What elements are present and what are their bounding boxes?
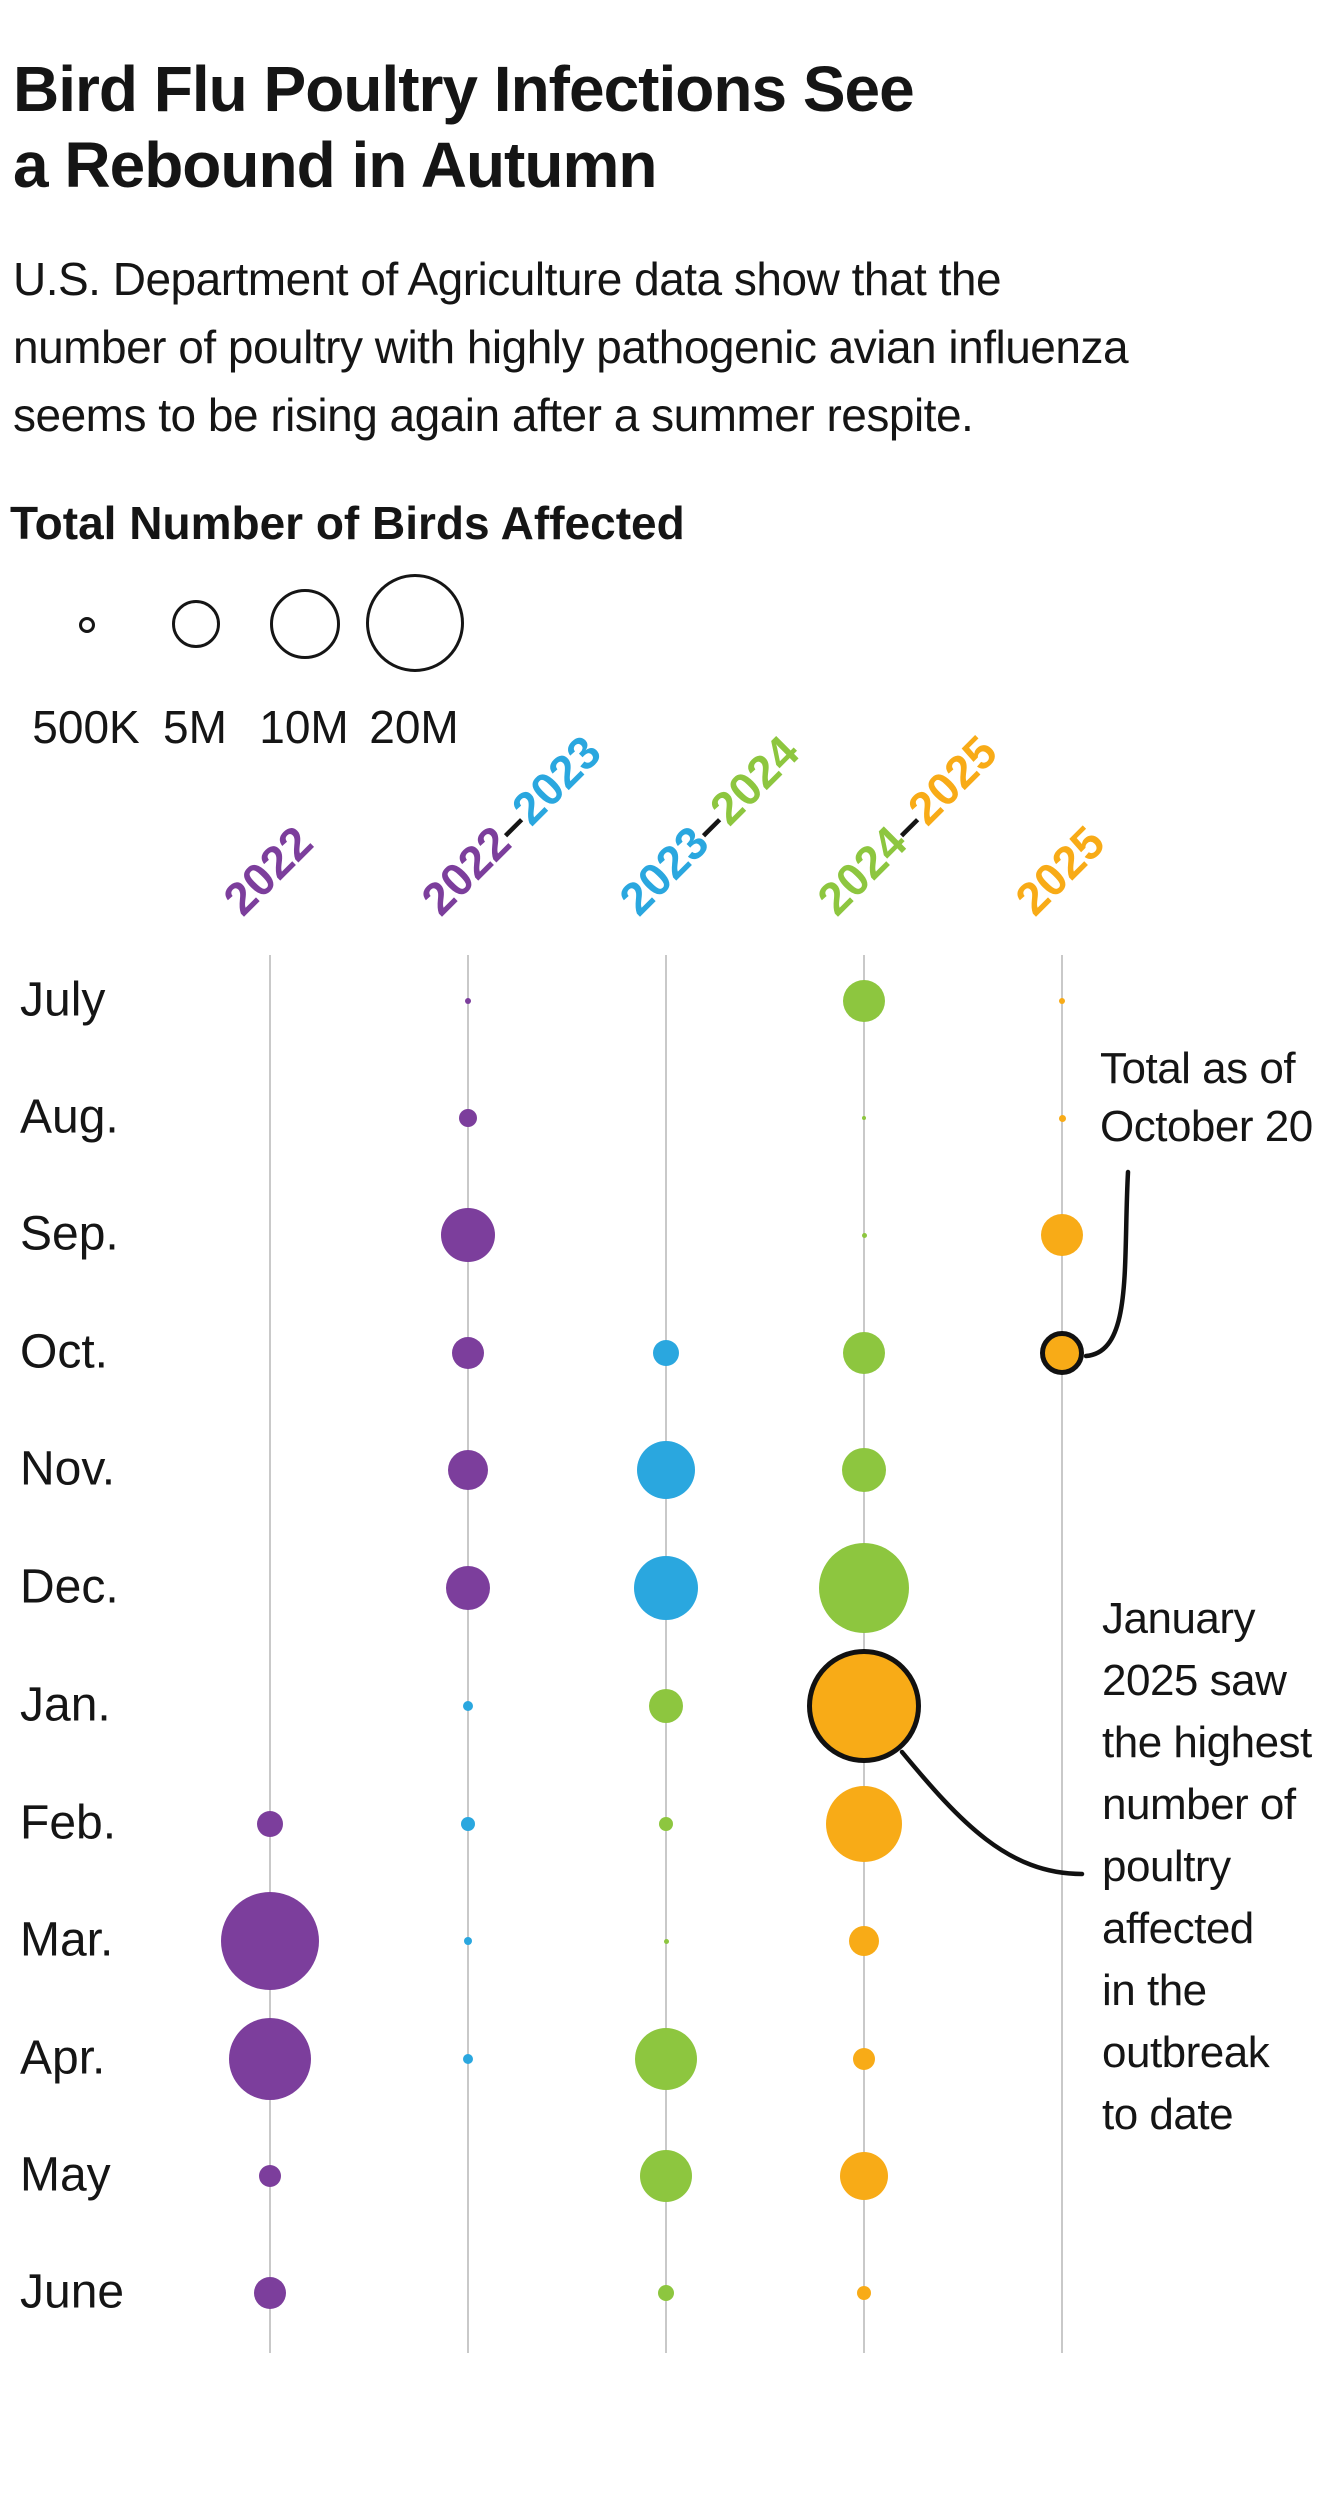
gridline-2022-2023 [467, 955, 469, 2353]
month-label-feb: Feb. [20, 1796, 117, 1850]
total-note-line: October 20 [1100, 1102, 1313, 1151]
bubble-2022-2023-mar [464, 1937, 472, 1945]
jan-note-line: affected [1102, 1904, 1254, 1953]
subtitle-line-2: number of poultry with highly pathogenic… [13, 321, 1129, 373]
jan-note-line: outbreak [1102, 2028, 1270, 2077]
jan-note-line: the highest [1102, 1718, 1312, 1767]
month-label-dec: Dec. [20, 1560, 119, 1614]
gridline-2022 [269, 955, 271, 2353]
month-label-may: May [20, 2148, 111, 2202]
bubble-2023-2024-may [640, 2150, 692, 2202]
season-header-2022: 2022 [213, 816, 322, 925]
page-title-line-2: a Rebound in Autumn [13, 129, 657, 201]
bubble-2023-2024-apr [635, 2028, 697, 2090]
gridline-2023-2024 [665, 955, 667, 2353]
legend-label-20M: 20M [369, 701, 459, 753]
jan-note-connector [899, 1749, 1085, 1877]
legend-label-5M: 5M [163, 701, 227, 753]
bubble-2023-2024-nov [637, 1441, 695, 1499]
month-label-mar: Mar. [20, 1913, 114, 1967]
bubble-2025-aug [1058, 1114, 1066, 1122]
bubble-2022-2023-july [465, 998, 471, 1004]
season-header-2025: 2025 [1005, 816, 1114, 925]
season-header-2022-2023: 2022–2023 [411, 725, 611, 925]
jan-note-line: to date [1102, 2090, 1234, 2139]
bubble-2023-2024-oct [653, 1340, 679, 1366]
bubble-2023-2024-june [658, 2285, 674, 2301]
bubble-2022-2023-oct [452, 1337, 484, 1369]
season-header-part: 2025 [1005, 815, 1115, 925]
legend-title: Total Number of Birds Affected [10, 497, 685, 549]
bubble-2024-2025-oct [843, 1332, 885, 1374]
bubble-2025-july [1059, 998, 1065, 1004]
month-label-july: July [20, 973, 106, 1027]
bubble-2025-oct [1040, 1331, 1084, 1375]
bubble-2024-2025-june [857, 2286, 871, 2300]
bubble-2023-2024-mar [663, 1938, 669, 1944]
bubble-2024-2025-july [843, 980, 885, 1022]
month-label-june: June [20, 2265, 125, 2319]
page-title-line-1: Bird Flu Poultry Infections See [13, 53, 915, 125]
gridline-2025 [1061, 955, 1063, 2353]
jan-note-line: poultry [1102, 1842, 1231, 1891]
bubble-2023-2024-feb [659, 1817, 673, 1831]
bubble-2024-2025-dec [819, 1543, 909, 1633]
legend-label-10M: 10M [259, 701, 349, 753]
total-note-text: Total as of October 20 [1100, 1040, 1313, 1156]
bubble-2022-2023-jan [463, 1701, 473, 1711]
bubble-2022-mar [221, 1892, 319, 1990]
bubble-2022-2023-apr [463, 2054, 473, 2064]
jan-note-line: January [1102, 1594, 1256, 1643]
bubble-2022-may [259, 2165, 281, 2187]
subtitle-line-3: seems to be rising again after a summer … [13, 389, 974, 441]
legend-circle-20M [366, 574, 464, 672]
jan-note-line: 2025 saw [1102, 1656, 1287, 1705]
bubble-2024-2025-mar [849, 1926, 879, 1956]
bubble-2024-2025-jan [807, 1649, 921, 1763]
bubble-2024-2025-may [840, 2152, 888, 2200]
bubble-2022-2023-feb [461, 1817, 475, 1831]
total-note-line: Total as of [1100, 1044, 1296, 1093]
season-header-2024-2025: 2024–2025 [807, 725, 1007, 925]
bubble-2022-2023-nov [448, 1450, 488, 1490]
bubble-2024-2025-apr [853, 2048, 875, 2070]
legend-circle-5M [172, 600, 220, 648]
bubble-2024-2025-aug [862, 1116, 866, 1120]
bubble-2023-2024-dec [634, 1556, 698, 1620]
bubble-2022-feb [257, 1811, 283, 1837]
jan-note-text: January 2025 saw the highest number of poult… [1102, 1588, 1312, 2146]
legend-circle-500K [79, 617, 95, 633]
bubble-2024-2025-feb [826, 1786, 902, 1862]
legend-circle-10M [270, 589, 340, 659]
total-note-connector [1083, 1169, 1131, 1359]
month-label-oct: Oct. [20, 1325, 109, 1379]
bubble-2023-2024-jan [649, 1689, 683, 1723]
month-label-sep: Sep. [20, 1207, 119, 1261]
bubble-2025-sep [1041, 1214, 1083, 1256]
jan-note-line: in the [1102, 1966, 1207, 2015]
legend-label-500K: 500K [32, 701, 140, 753]
bubble-2022-june [254, 2277, 286, 2309]
subtitle-line-1: U.S. Department of Agriculture data show… [13, 253, 1002, 305]
month-label-apr: Apr. [20, 2031, 106, 2085]
month-label-jan: Jan. [20, 1678, 111, 1732]
month-label-aug: Aug. [20, 1090, 119, 1144]
season-header-part: 2022 [213, 815, 323, 925]
bubble-2022-2023-sep [441, 1208, 495, 1262]
bubble-2024-2025-nov [842, 1448, 886, 1492]
month-label-nov: Nov. [20, 1442, 116, 1496]
bubble-2022-apr [229, 2018, 311, 2100]
jan-note-line: number of [1102, 1780, 1296, 1829]
bubble-2022-2023-aug [459, 1109, 477, 1127]
bubble-2024-2025-sep [861, 1232, 867, 1238]
season-header-2023-2024: 2023–2024 [609, 725, 809, 925]
bubble-2022-2023-dec [446, 1566, 490, 1610]
